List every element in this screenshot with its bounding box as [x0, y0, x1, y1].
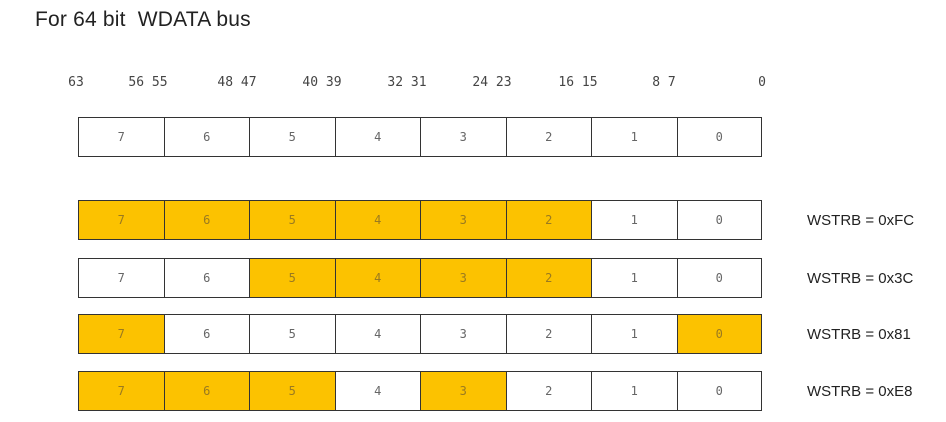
byte-lane-cell: 6 [163, 117, 249, 157]
byte-lane-cell: 5 [249, 117, 335, 157]
wstrb-label: WSTRB = 0xFC [807, 211, 915, 229]
byte-lane-cell: 0 [676, 314, 762, 354]
bit-label: 48 47 [217, 75, 257, 90]
byte-lane-cell: 3 [420, 200, 506, 240]
bit-label: 56 55 [128, 75, 168, 90]
byte-lane-cell: 7 [78, 117, 164, 157]
wstrb-label: WSTRB = 0x3C [807, 269, 914, 287]
byte-lane-cell: 6 [163, 258, 249, 298]
byte-lane-cell: 3 [420, 371, 506, 411]
byte-lane-cell: 7 [78, 314, 164, 354]
byte-lane-cell: 4 [334, 117, 420, 157]
byte-lane-cell: 5 [249, 200, 335, 240]
byte-lane-cell: 7 [78, 200, 164, 240]
byte-lane-cell: 3 [420, 258, 506, 298]
byte-lane-cell: 5 [249, 371, 335, 411]
byte-lane-cell: 2 [505, 117, 591, 157]
byte-lane-cell: 7 [78, 371, 164, 411]
byte-lane-cell: 4 [334, 258, 420, 298]
byte-lane-cell: 5 [249, 258, 335, 298]
byte-lane-cell: 0 [676, 258, 762, 298]
bit-label: 40 39 [302, 75, 342, 90]
byte-lane-cell: 2 [505, 314, 591, 354]
byte-lane-cell: 2 [505, 371, 591, 411]
bit-label: 0 [758, 75, 766, 90]
byte-lane-cell: 7 [78, 258, 164, 298]
byte-lane-cell: 2 [505, 200, 591, 240]
byte-lane-cell: 4 [334, 200, 420, 240]
bit-label: 8 7 [652, 75, 676, 90]
byte-lane-cell: 0 [676, 200, 762, 240]
wstrb-label: WSTRB = 0x81 [807, 325, 911, 343]
byte-lane-cell: 1 [591, 200, 677, 240]
byte-lane-cell: 3 [420, 314, 506, 354]
byte-lane-cell: 0 [676, 117, 762, 157]
bit-label: 16 15 [558, 75, 598, 90]
bit-label: 24 23 [472, 75, 512, 90]
byte-lane-cell: 6 [163, 314, 249, 354]
wstrb-label: WSTRB = 0xE8 [807, 382, 913, 400]
byte-lane-cell: 1 [591, 117, 677, 157]
byte-lane-cell: 6 [163, 371, 249, 411]
byte-lane-cell: 6 [163, 200, 249, 240]
bit-position-labels: 63 56 55 48 47 40 39 32 31 24 23 16 15 8 7 0 [0, 75, 946, 95]
byte-lane-cell: 1 [591, 314, 677, 354]
byte-lane-cell: 4 [334, 371, 420, 411]
byte-lane-cell: 5 [249, 314, 335, 354]
byte-lane-cell: 1 [591, 371, 677, 411]
byte-lane-cell: 0 [676, 371, 762, 411]
byte-lane-cell: 1 [591, 258, 677, 298]
bit-label: 63 [68, 75, 84, 90]
diagram-title: For 64 bit WDATA bus [35, 8, 251, 31]
byte-lane-cell: 4 [334, 314, 420, 354]
bit-label: 32 31 [387, 75, 427, 90]
byte-lane-cell: 2 [505, 258, 591, 298]
byte-lane-cell: 3 [420, 117, 506, 157]
